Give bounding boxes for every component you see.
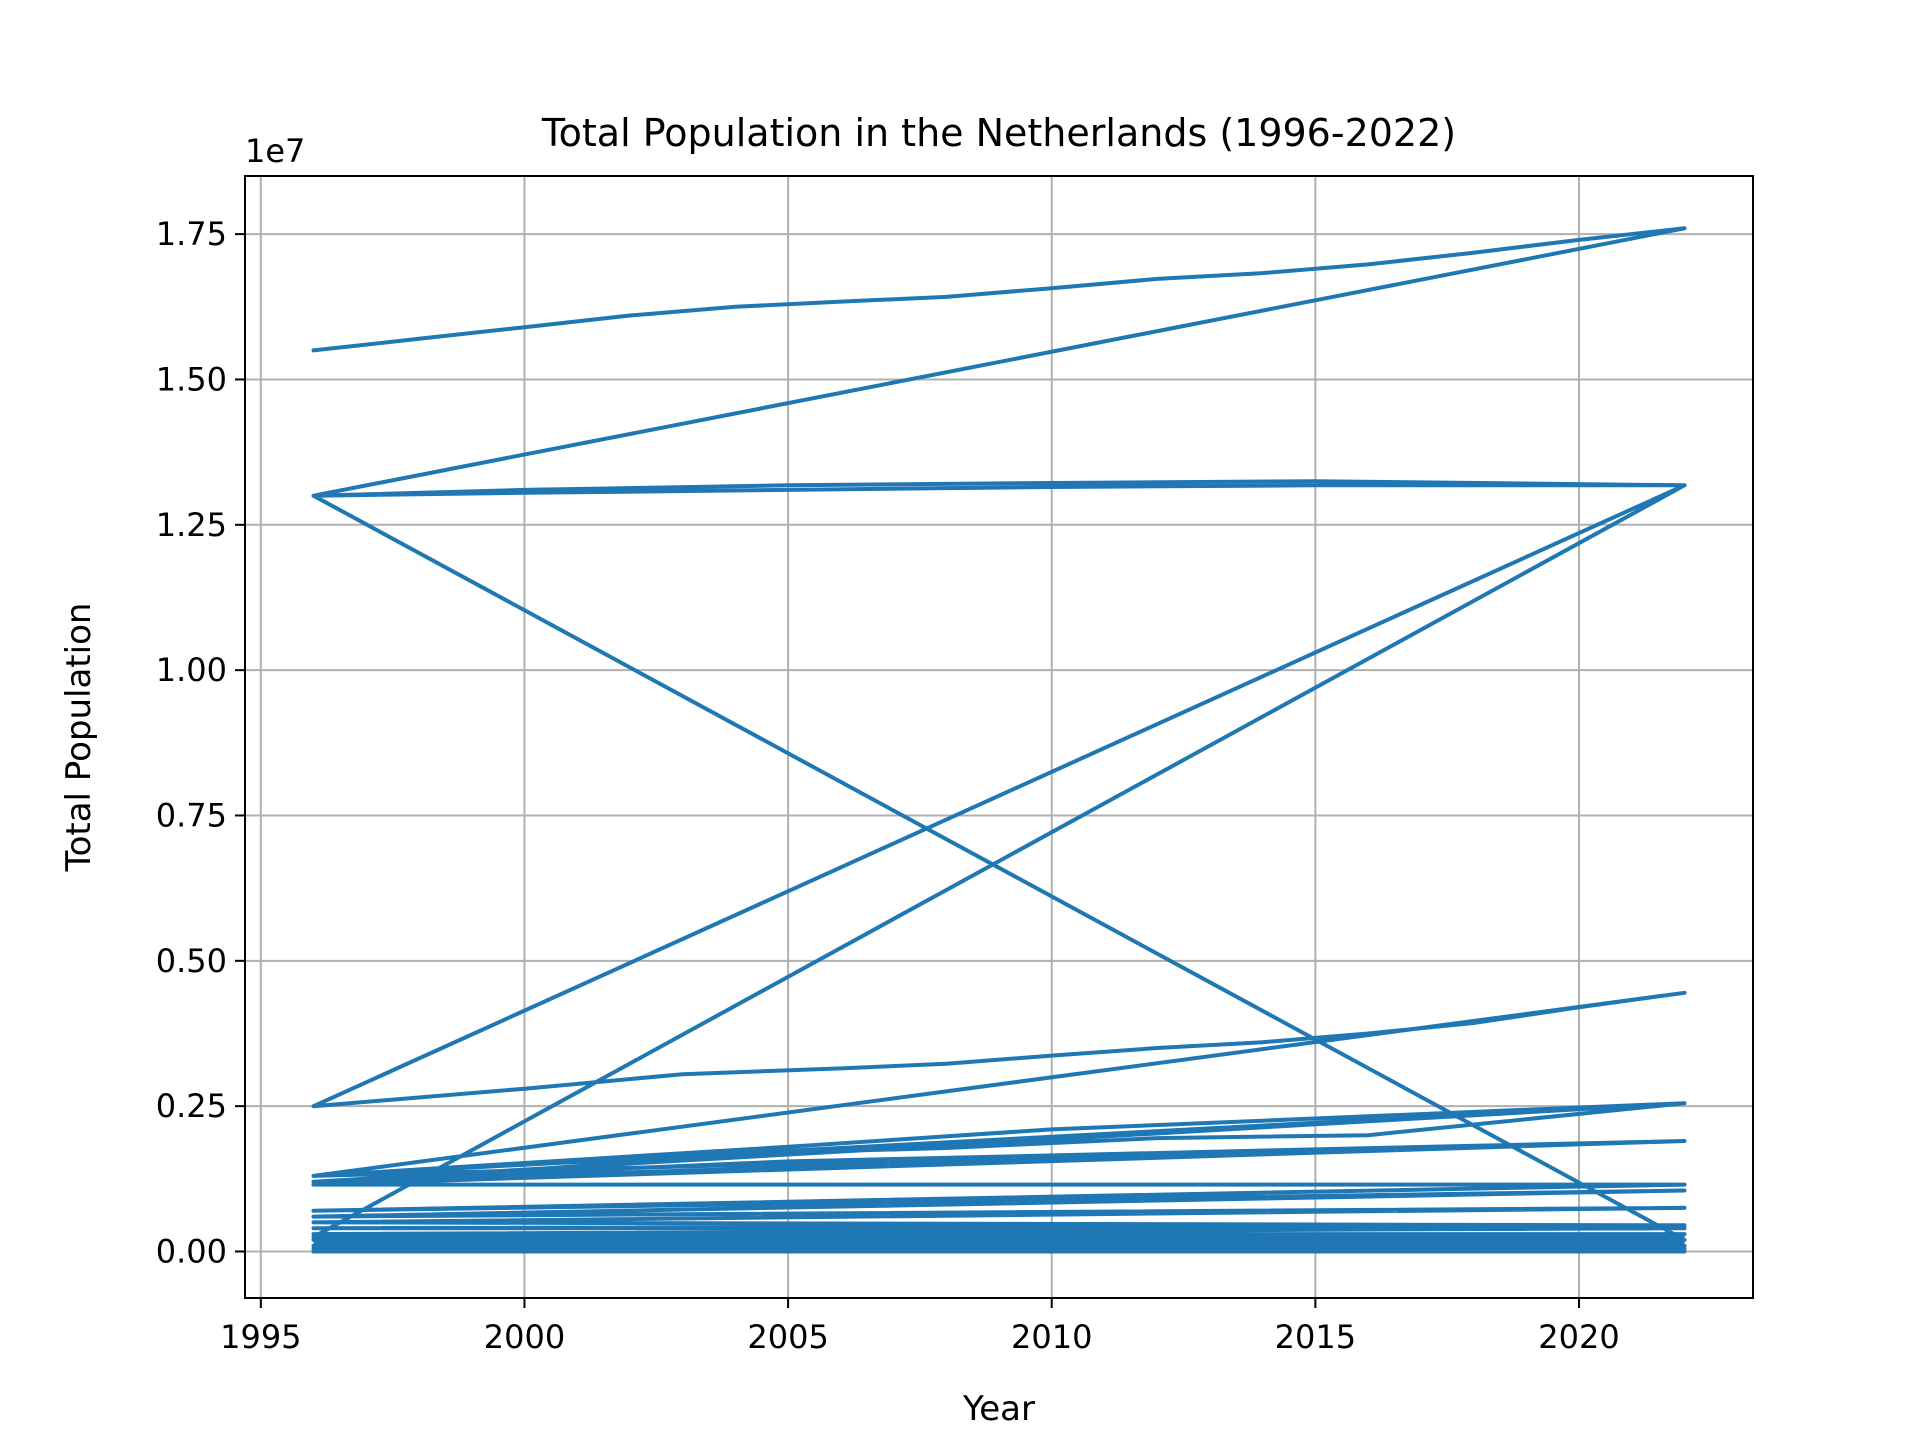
y-tick-label: 0.25 <box>156 1087 227 1125</box>
x-axis-ticks: 1995 2000 2005 2010 2015 2020 <box>220 1298 1620 1356</box>
y-tick-label: 1.75 <box>156 215 227 253</box>
low-values-band <box>313 1234 1685 1252</box>
y-tick-label: 1.25 <box>156 506 227 544</box>
y-axis-ticks: 0.00 0.25 0.50 0.75 1.00 1.25 1.50 1.75 <box>156 215 245 1270</box>
y-tick-label: 1.50 <box>156 360 227 398</box>
plot-area <box>311 226 1687 1254</box>
y-tick-label: 1.00 <box>156 651 227 689</box>
x-tick-label: 2000 <box>484 1318 565 1356</box>
y-tick-label: 0.50 <box>156 942 227 980</box>
y-tick-label: 0.00 <box>156 1232 227 1270</box>
x-tick-label: 2010 <box>1011 1318 1092 1356</box>
chart-title: Total Population in the Netherlands (199… <box>541 111 1456 155</box>
grid-lines <box>245 176 1753 1298</box>
y-offset-label: 1e7 <box>245 132 305 170</box>
axes-frame <box>244 175 1754 1299</box>
x-tick-label: 1995 <box>220 1318 301 1356</box>
x-tick-label: 2005 <box>747 1318 828 1356</box>
series-line <box>311 226 1687 1254</box>
x-tick-label: 2020 <box>1538 1318 1619 1356</box>
y-tick-label: 0.75 <box>156 796 227 834</box>
y-axis-label: Total Population <box>59 603 99 873</box>
x-axis-label: Year <box>962 1389 1035 1429</box>
x-tick-label: 2015 <box>1275 1318 1356 1356</box>
